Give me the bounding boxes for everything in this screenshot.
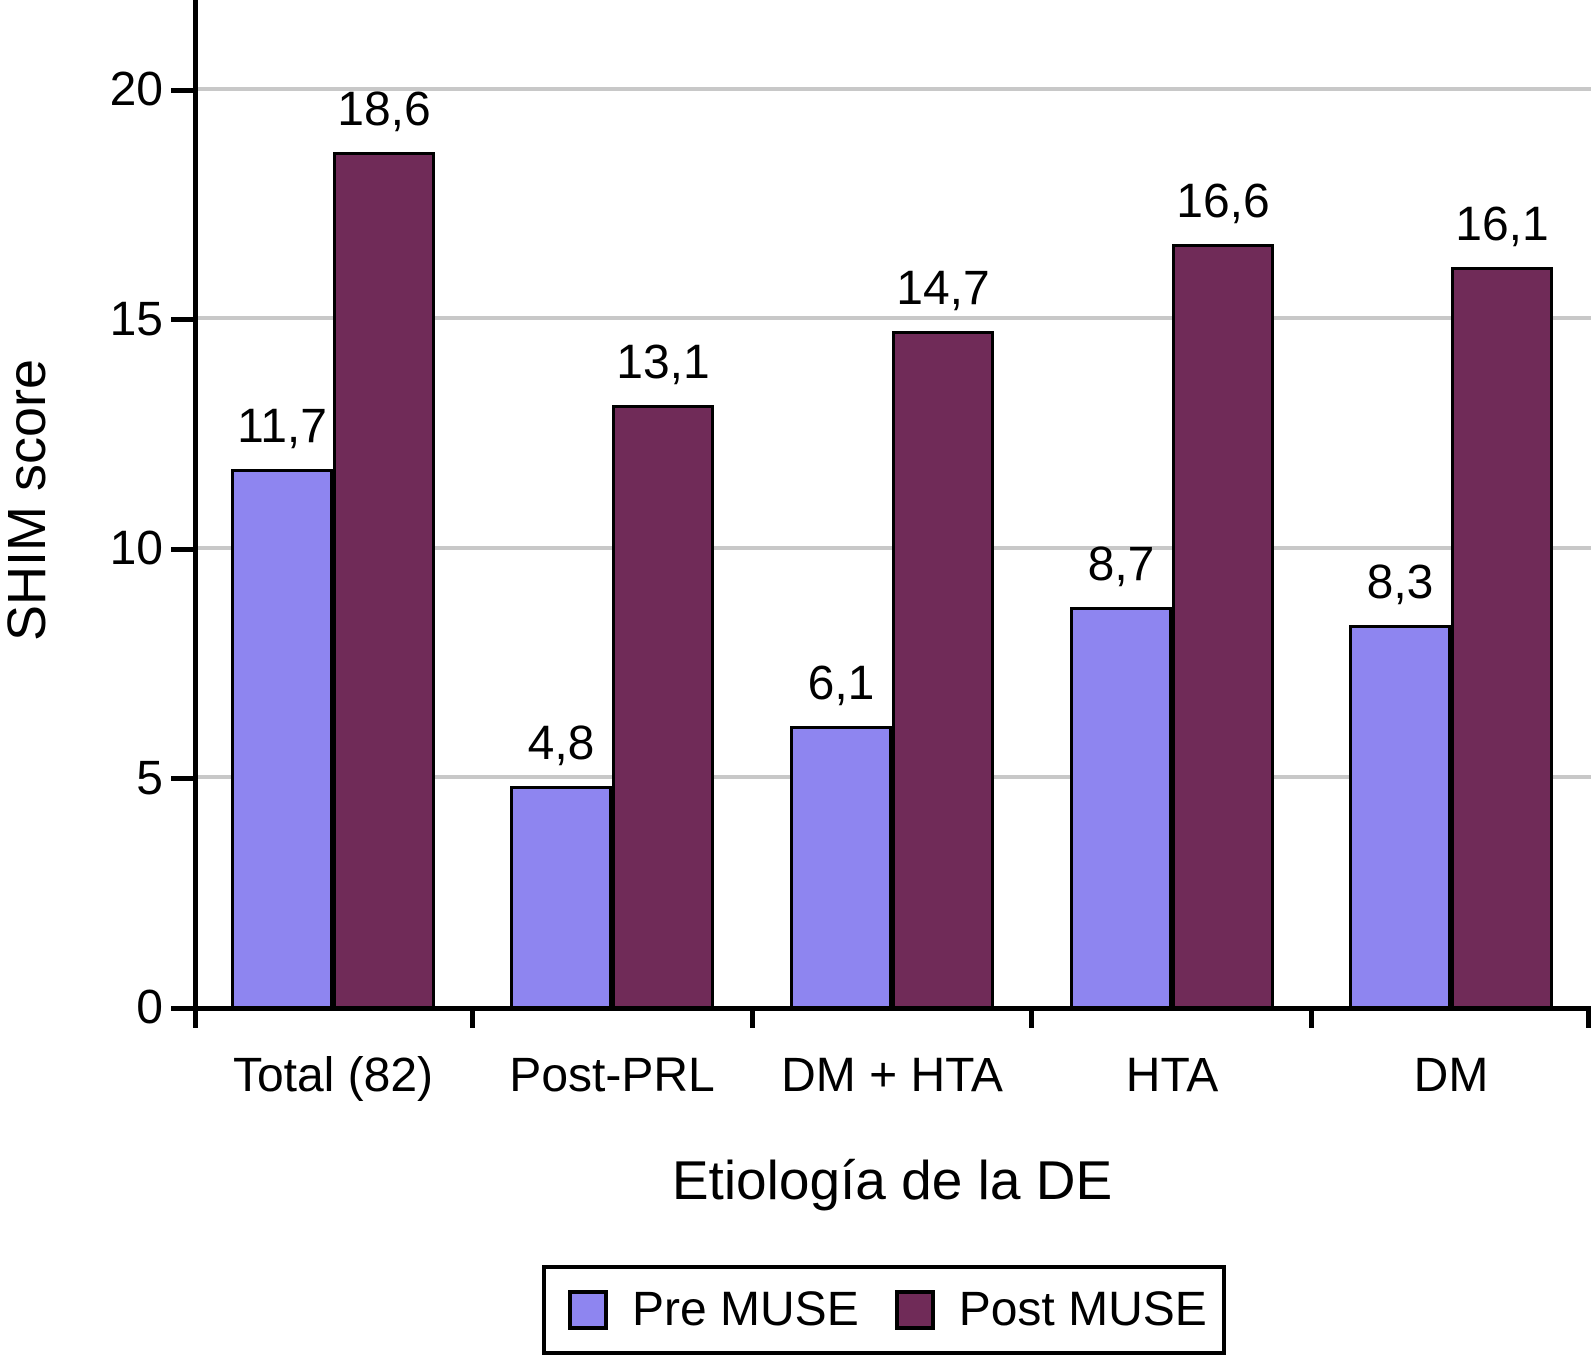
value-label-post-muse-total-82: 18,6: [337, 83, 431, 136]
gridline-20: [198, 87, 1591, 91]
legend-label-pre-muse: Pre MUSE: [632, 1283, 859, 1336]
bar-pre-muse-hta: [1070, 607, 1172, 1010]
y-tick-5: [171, 776, 193, 781]
bar-pre-muse-dm: [1349, 625, 1451, 1010]
x-axis-title: Etiología de la DE: [671, 1149, 1113, 1211]
legend-swatch-post-muse: [894, 1290, 935, 1330]
bar-pre-muse-total-82: [231, 469, 333, 1010]
x-tick-4: [1309, 1011, 1314, 1028]
y-tick-label-20: 20: [109, 63, 163, 116]
value-label-pre-muse-hta: 8,7: [1087, 538, 1155, 591]
x-tick-2: [750, 1011, 755, 1028]
y-tick-label-0: 0: [136, 981, 163, 1034]
x-tick-1: [470, 1011, 475, 1028]
value-label-pre-muse-total-82: 11,7: [237, 400, 327, 453]
value-label-post-muse-hta: 16,6: [1176, 175, 1270, 228]
y-tick-label-5: 5: [136, 752, 163, 805]
value-label-post-muse-post-prl: 13,1: [616, 336, 710, 389]
bar-post-muse-post-prl: [612, 405, 714, 1010]
y-tick-label-15: 15: [109, 293, 163, 346]
category-label-hta: HTA: [1125, 1049, 1219, 1102]
category-label-dm-hta: DM + HTA: [781, 1049, 1003, 1102]
y-tick-20: [171, 88, 193, 93]
bar-post-muse-total-82: [333, 152, 435, 1010]
category-label-total-82: Total (82): [232, 1049, 434, 1102]
y-tick-label-10: 10: [109, 522, 163, 575]
y-axis-line: [193, 0, 198, 1028]
legend-swatch-pre-muse: [568, 1290, 608, 1330]
x-axis-line: [193, 1006, 1591, 1011]
category-label-post-prl: Post-PRL: [509, 1049, 715, 1102]
bar-post-muse-dm: [1451, 267, 1553, 1010]
value-label-pre-muse-post-prl: 4,8: [527, 717, 595, 770]
value-label-pre-muse-dm-hta: 6,1: [807, 657, 875, 710]
legend: Pre MUSE Post MUSE: [542, 1265, 1226, 1355]
bar-post-muse-hta: [1172, 244, 1274, 1010]
value-label-post-muse-dm-hta: 14,7: [896, 262, 990, 315]
x-tick-5: [1586, 1011, 1591, 1028]
legend-item-post-muse: Post MUSE: [894, 1283, 1207, 1336]
legend-label-post-muse: Post MUSE: [958, 1283, 1207, 1336]
bar-pre-muse-dm-hta: [790, 726, 892, 1010]
y-tick-10: [171, 547, 193, 552]
bar-post-muse-dm-hta: [892, 331, 994, 1010]
x-tick-3: [1029, 1011, 1034, 1028]
y-tick-15: [171, 317, 193, 322]
value-label-pre-muse-dm: 8,3: [1366, 556, 1434, 609]
legend-item-pre-muse: Pre MUSE: [568, 1286, 859, 1334]
category-label-dm: DM: [1413, 1049, 1489, 1102]
value-label-post-muse-dm: 16,1: [1455, 198, 1549, 251]
y-tick-0: [171, 1006, 193, 1011]
gridline-15: [198, 316, 1591, 320]
bar-pre-muse-post-prl: [510, 786, 612, 1010]
y-axis-title: SHIM score: [0, 358, 57, 642]
